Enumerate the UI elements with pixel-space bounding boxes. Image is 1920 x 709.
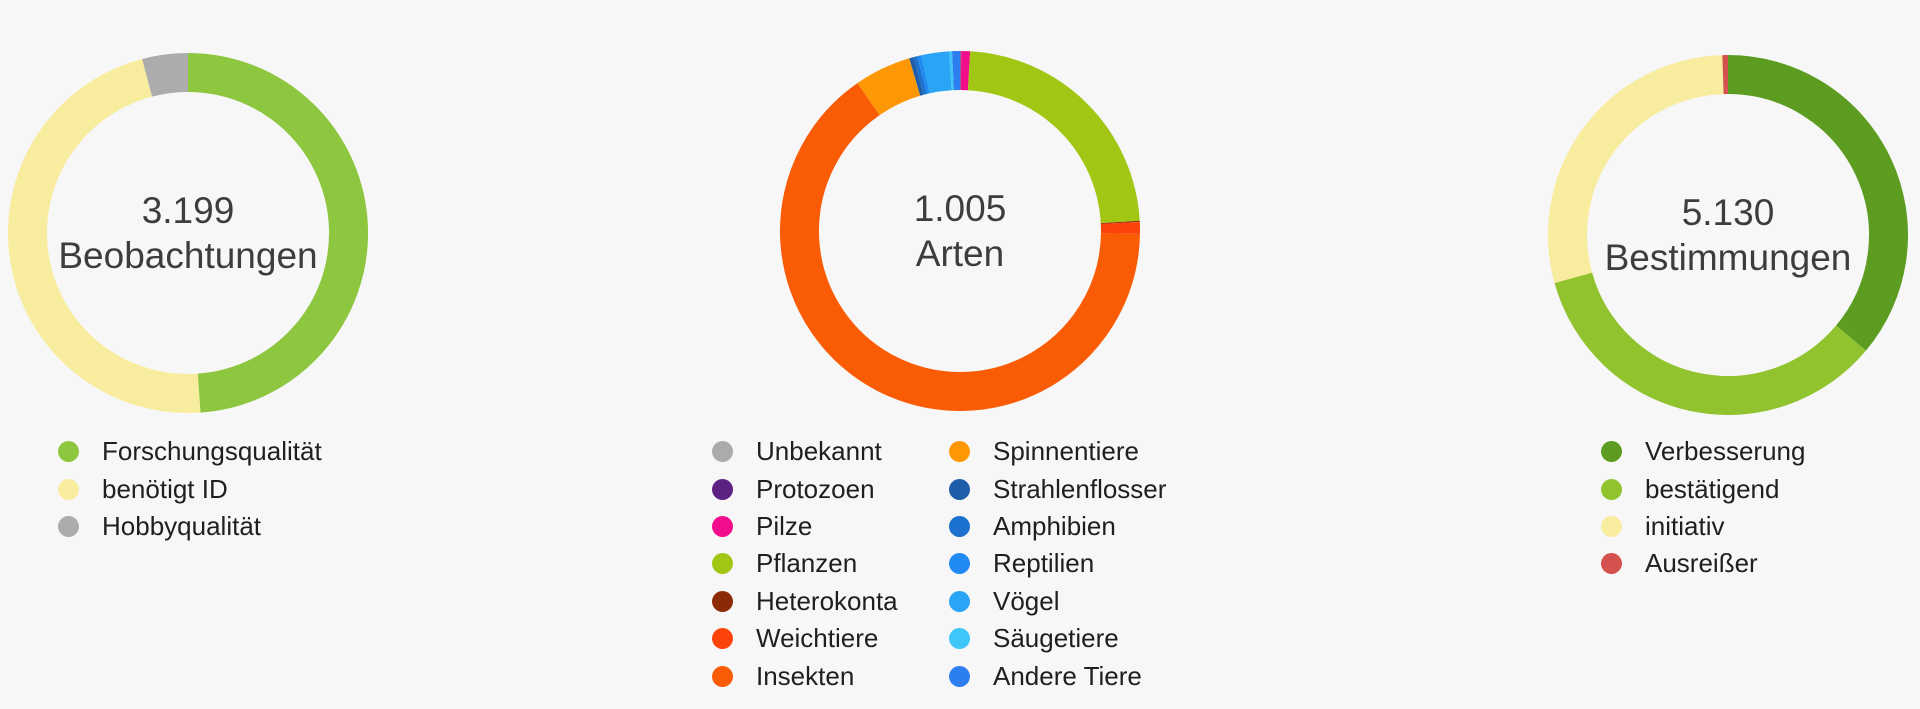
legend-label: Protozoen (756, 473, 875, 504)
legend-label: Säugetiere (993, 623, 1119, 654)
donut-slice-Reptilien[interactable] (917, 55, 930, 95)
legend-item: Unbekannt (712, 433, 949, 470)
donut-slice-benötigt ID[interactable] (8, 58, 201, 413)
donut-slice-Hobbyqualität[interactable] (142, 53, 189, 97)
legend-label: Pflanzen (756, 548, 858, 579)
legend-label: initiativ (1645, 510, 1725, 541)
donut-slice-Verbesserung[interactable] (1727, 55, 1908, 351)
legend-color-dot (58, 441, 79, 463)
legend-color-dot (949, 665, 970, 687)
legend-label: bestätigend (1645, 473, 1780, 504)
legend-item: Verbesserung (1601, 433, 1805, 470)
legend-label: Verbesserung (1645, 436, 1806, 467)
legend-label: Andere Tiere (993, 660, 1142, 691)
legend-label: Forschungsqualität (102, 436, 322, 467)
legend-label: Unbekannt (756, 436, 882, 467)
observations-chart: 3.199 Beobachtungen (8, 53, 368, 413)
legend-label: Heterokonta (756, 585, 898, 616)
donut-slice-Pflanzen[interactable] (967, 51, 1140, 224)
legend-item: Säugetiere (949, 620, 1186, 657)
donut-slice-Strahlenflosser[interactable] (909, 57, 924, 96)
legend-color-dot (1601, 441, 1622, 463)
legend-label: Hobbyqualität (102, 510, 261, 541)
legend-item: Pflanzen (712, 545, 949, 582)
legend-item: Forschungsqualität (58, 433, 322, 470)
donut-observations (8, 53, 368, 413)
donut-species (780, 51, 1140, 411)
legend-color-dot (1601, 515, 1622, 537)
legend-item: Vögel (949, 583, 1186, 620)
legend-column: Unbekannt Protozoen Pilze Pflanzen Heterokon… (712, 433, 949, 695)
legend-column: Forschungsqualität benötigt ID Hobbyqualit… (58, 433, 322, 545)
legend-item: initiativ (1601, 508, 1805, 545)
legend-label: benötigt ID (102, 473, 228, 504)
legend-color-dot (949, 553, 970, 575)
legend-label: Weichtiere (756, 623, 879, 654)
legend-item: Insekten (712, 657, 949, 694)
legend-color-dot (949, 441, 970, 463)
legend-color-dot (949, 628, 970, 650)
legend-column: Spinnentiere Strahlenflosser Amphibien Rept… (949, 433, 1186, 695)
legend-color-dot (712, 553, 733, 575)
legend-item: Andere Tiere (949, 657, 1186, 694)
legend-item: bestätigend (1601, 470, 1805, 507)
legend-species: Unbekannt Protozoen Pilze Pflanzen Heterokon… (712, 433, 1186, 695)
legend-color-dot (712, 515, 733, 537)
legend-label: Spinnentiere (993, 436, 1139, 467)
legend-color-dot (712, 628, 733, 650)
legend-color-dot (712, 441, 733, 463)
legend-label: Insekten (756, 660, 855, 691)
donut-slice-Forschungsqualität[interactable] (187, 53, 368, 413)
legend-label: Reptilien (993, 548, 1095, 579)
legend-observations: Forschungsqualität benötigt ID Hobbyqualit… (58, 433, 322, 545)
legend-identifications: Verbesserung bestätigend initiativ Ausreiße… (1601, 433, 1805, 583)
legend-label: Amphibien (993, 510, 1116, 541)
donut-slice-Vögel[interactable] (921, 51, 952, 94)
legend-item: Hobbyqualität (58, 508, 322, 545)
donut-slice-Spinnentiere[interactable] (857, 58, 921, 116)
donut-slice-bestätigend[interactable] (1554, 272, 1866, 415)
donut-slice-Amphibien[interactable] (913, 56, 927, 95)
species-chart: 1.005 Arten (780, 51, 1140, 411)
legend-column: Verbesserung bestätigend initiativ Ausreiße… (1601, 433, 1805, 583)
legend-color-dot (58, 478, 79, 500)
donut-slice-initiativ[interactable] (1548, 55, 1724, 284)
legend-color-dot (1601, 553, 1622, 575)
legend-item: Amphibien (949, 508, 1186, 545)
legend-color-dot (712, 478, 733, 500)
legend-item: Strahlenflosser (949, 470, 1186, 507)
legend-label: Strahlenflosser (993, 473, 1167, 504)
legend-item: Heterokonta (712, 583, 949, 620)
legend-color-dot (712, 590, 733, 612)
legend-item: Reptilien (949, 545, 1186, 582)
legend-color-dot (949, 590, 970, 612)
legend-color-dot (58, 515, 79, 537)
legend-label: Pilze (756, 510, 813, 541)
identifications-chart: 5.130 Bestimmungen (1548, 55, 1908, 415)
legend-item: Protozoen (712, 470, 949, 507)
legend-color-dot (1601, 478, 1622, 500)
legend-label: Vögel (993, 585, 1060, 616)
legend-color-dot (949, 515, 970, 537)
legend-label: Ausreißer (1645, 548, 1758, 579)
legend-item: Pilze (712, 508, 949, 545)
legend-color-dot (949, 478, 970, 500)
legend-color-dot (712, 665, 733, 687)
legend-item: benötigt ID (58, 470, 322, 507)
donut-identifications (1548, 55, 1908, 415)
donut-slice-Insekten[interactable] (780, 83, 1140, 411)
legend-item: Weichtiere (712, 620, 949, 657)
legend-item: Ausreißer (1601, 545, 1805, 582)
legend-item: Spinnentiere (949, 433, 1186, 470)
